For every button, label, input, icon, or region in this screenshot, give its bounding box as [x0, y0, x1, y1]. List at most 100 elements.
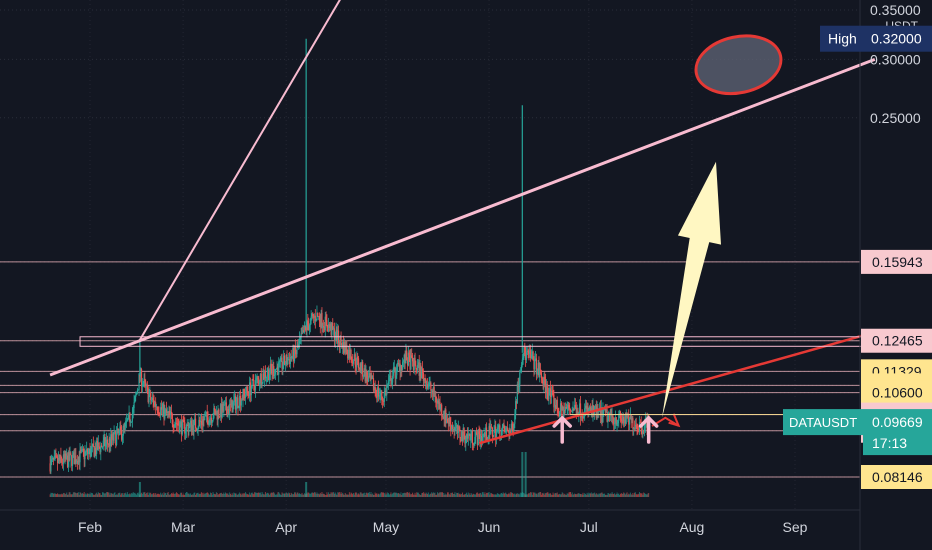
- candle-body: [525, 352, 528, 360]
- candle-body: [284, 364, 286, 365]
- volume-bar: [363, 492, 365, 497]
- candle-body: [384, 390, 386, 393]
- candle-body: [470, 436, 472, 441]
- candle-body: [321, 312, 323, 328]
- volume-bar: [210, 492, 212, 497]
- volume-bar: [543, 492, 545, 497]
- volume-bar: [222, 493, 224, 497]
- volume-bar: [169, 494, 171, 497]
- volume-bar: [109, 494, 111, 497]
- volume-bar: [185, 492, 187, 497]
- candle-body: [224, 402, 227, 405]
- candle-body: [362, 361, 364, 377]
- volume-bar: [421, 493, 423, 497]
- candle-body: [408, 352, 410, 356]
- volume-bar: [519, 494, 521, 497]
- candle-body: [389, 375, 391, 378]
- volume-bar: [348, 492, 350, 497]
- candle-body: [112, 433, 114, 441]
- candle-body: [590, 407, 592, 412]
- volume-bar: [487, 492, 489, 497]
- candle-body: [315, 320, 317, 322]
- candle-body: [221, 404, 223, 418]
- candle-body: [564, 406, 567, 411]
- candle-body: [263, 373, 265, 380]
- candle-body: [558, 412, 560, 417]
- candle-body: [553, 394, 555, 408]
- volume-bar: [372, 493, 374, 497]
- volume-bar: [203, 492, 205, 497]
- volume-bar: [420, 494, 422, 497]
- candle-body: [246, 386, 248, 392]
- volume-bar: [470, 494, 472, 497]
- candle-body: [455, 426, 457, 428]
- time-axis[interactable]: Feb Mar Apr May Jun Jul Aug Sep: [78, 519, 808, 535]
- candle-body: [571, 410, 573, 412]
- volume-bar: [175, 493, 177, 497]
- volume-bar: [440, 492, 442, 497]
- candle-body: [164, 409, 166, 419]
- volume-bar: [253, 494, 255, 497]
- volume-bar: [586, 492, 588, 497]
- symbol-label: DATAUSDT: [789, 415, 857, 430]
- volume-bar: [165, 494, 167, 497]
- volume-bar: [247, 493, 249, 497]
- candle-body: [146, 384, 148, 388]
- volume-bar: [614, 493, 616, 497]
- volume-bar: [375, 493, 377, 497]
- volume-bar: [347, 494, 349, 497]
- candle-body: [308, 325, 311, 330]
- volume-bar: [149, 493, 151, 497]
- candle-body: [543, 376, 545, 386]
- candle-body: [77, 456, 79, 465]
- volume-bar: [444, 493, 446, 497]
- candle-body: [51, 457, 54, 459]
- volume-bar: [346, 494, 348, 497]
- volume-bar: [540, 494, 542, 497]
- candle-body: [57, 458, 60, 464]
- candle-body: [490, 427, 492, 434]
- candle-body: [95, 447, 97, 454]
- volume-bar: [279, 493, 281, 497]
- volume-bar: [275, 494, 277, 497]
- volume-bar: [285, 492, 287, 497]
- volume-bar: [388, 494, 390, 497]
- candle-body: [106, 439, 109, 444]
- high-marker-label: High: [828, 31, 857, 47]
- candle-body: [415, 365, 417, 370]
- volume-bar: [205, 492, 207, 497]
- candle-body: [318, 315, 320, 317]
- candle-body: [409, 355, 411, 370]
- volume-bar: [332, 492, 334, 497]
- volume-bar: [379, 493, 381, 497]
- candle-body: [636, 425, 638, 429]
- price-axis[interactable]: USDT 0.350000.300000.250000.159430.12465…: [783, 2, 932, 489]
- candle-body: [475, 432, 477, 437]
- candle-body: [475, 432, 478, 434]
- volume-bar: [60, 494, 62, 497]
- volume-bar: [55, 493, 57, 497]
- volume-bar: [90, 492, 92, 497]
- candle-body: [439, 402, 441, 410]
- candle-body: [565, 406, 567, 409]
- volume-bar: [256, 492, 258, 497]
- volume-bar: [269, 493, 271, 497]
- volume-bar: [323, 493, 325, 497]
- volume-bar: [574, 493, 576, 497]
- volume-bar: [554, 493, 556, 497]
- candle-body: [132, 408, 134, 414]
- volume-bar: [556, 492, 558, 497]
- candle-body: [104, 437, 106, 447]
- candle-body: [99, 447, 101, 453]
- volume-bar: [99, 493, 101, 497]
- volume-bar: [254, 492, 256, 497]
- volume-bar: [87, 493, 89, 497]
- volume-bar: [214, 494, 216, 497]
- candle-body: [376, 391, 378, 398]
- volume-bar: [471, 494, 473, 497]
- volume-bar: [57, 493, 59, 497]
- candle-body: [319, 321, 321, 327]
- volume-bar: [496, 493, 498, 497]
- volume-bar: [321, 492, 323, 497]
